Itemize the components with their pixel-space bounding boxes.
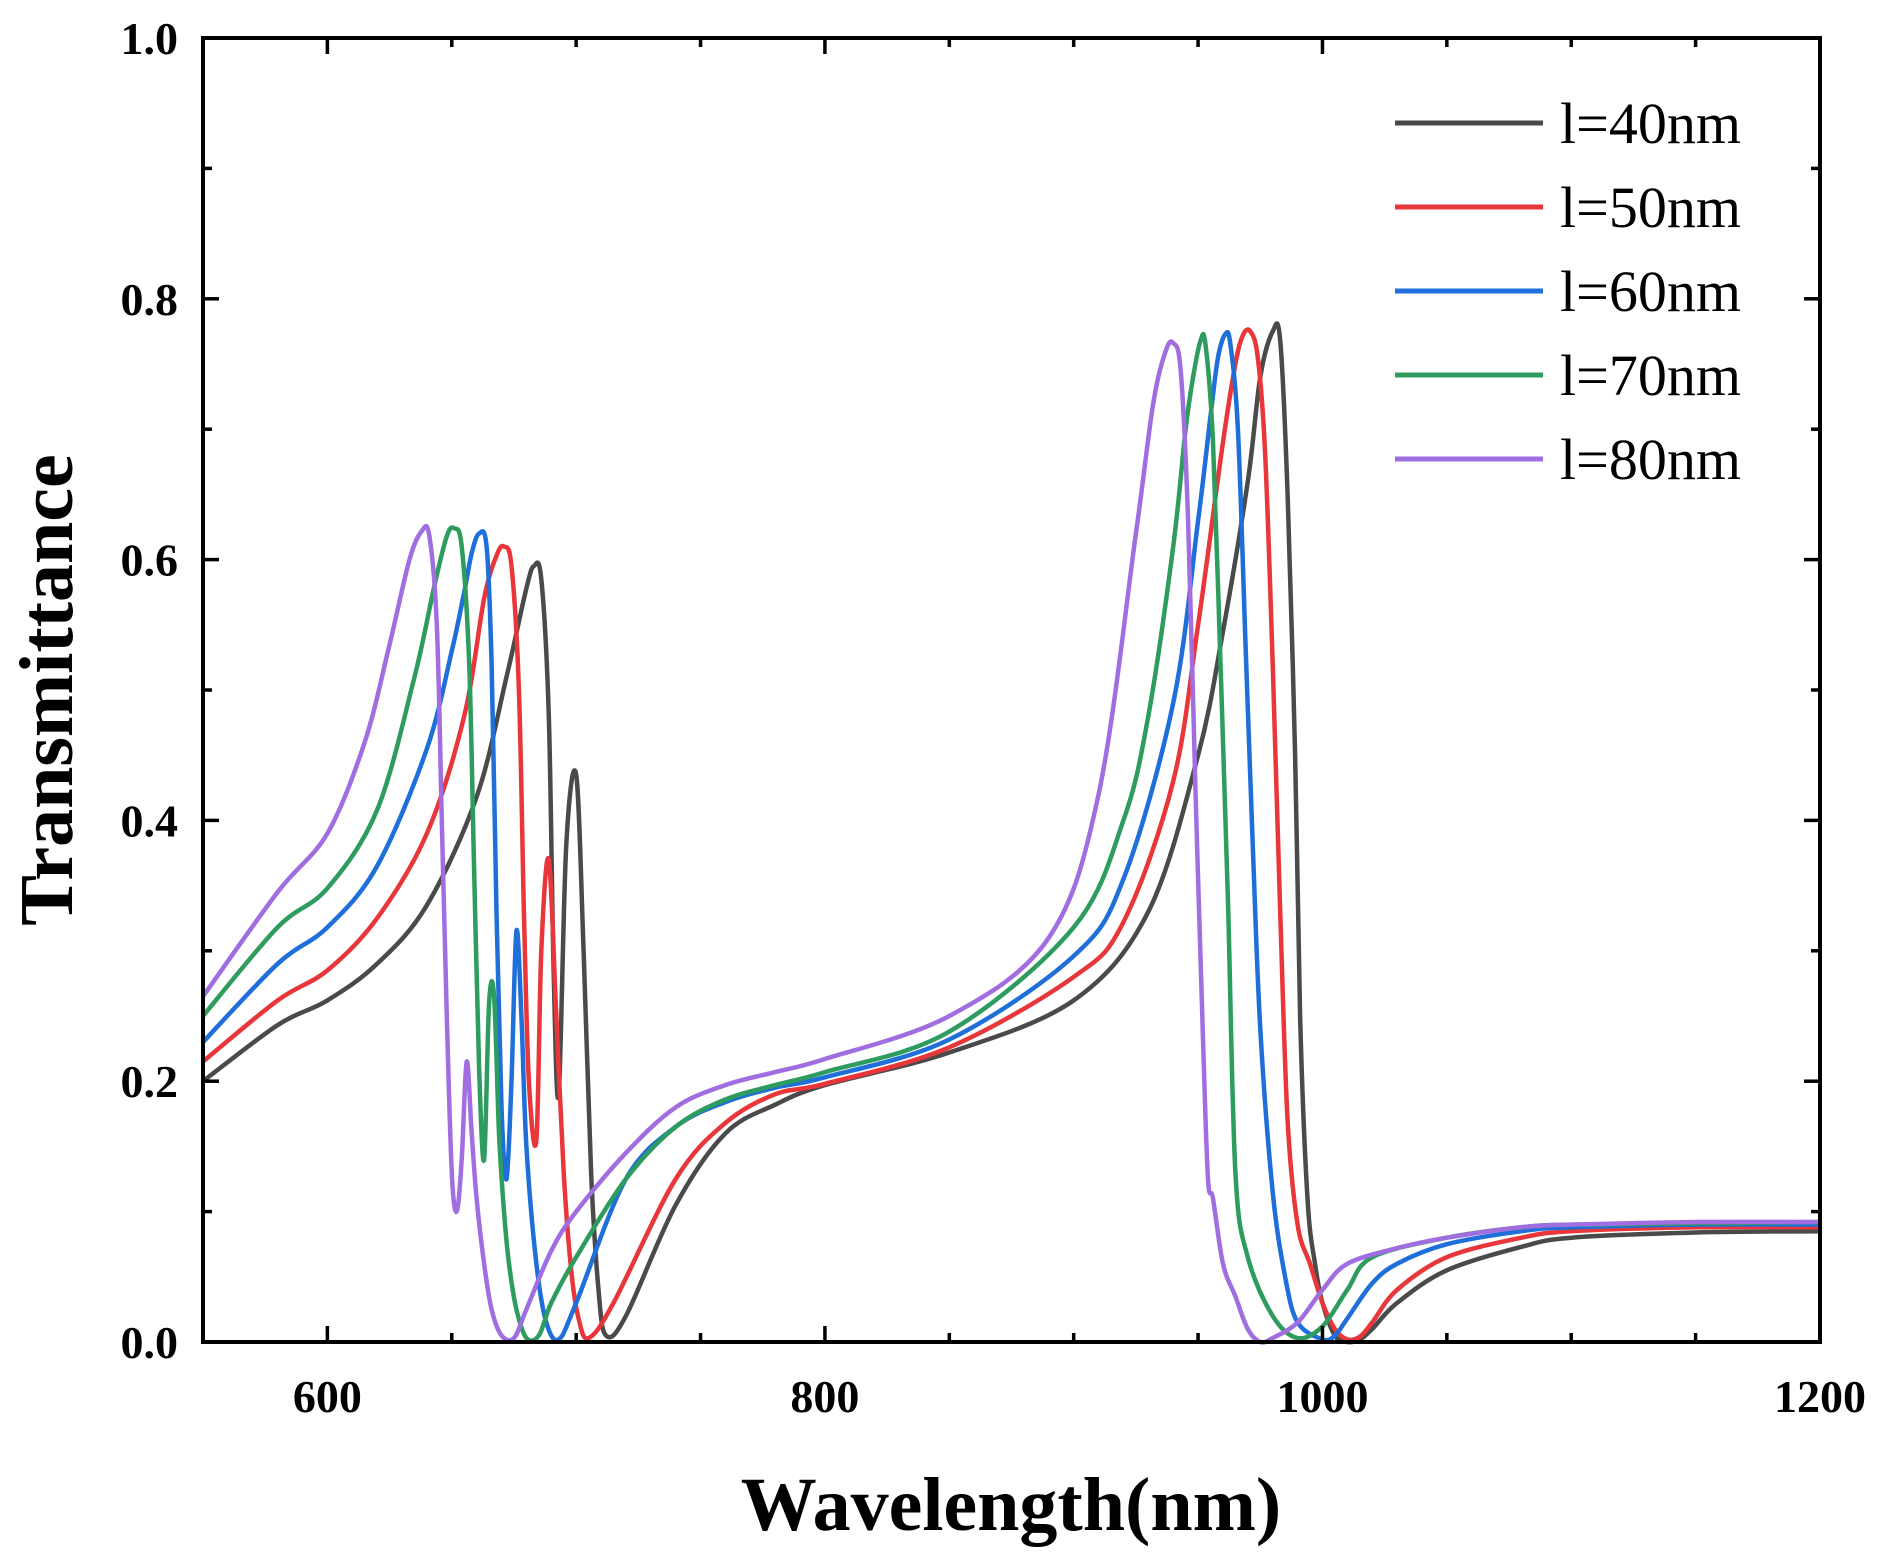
legend-label: l=40nm [1560, 91, 1741, 156]
y-tick-label: 0.6 [121, 535, 179, 586]
y-tick-label: 0.8 [121, 274, 179, 325]
y-axis-title: Transmittance [5, 454, 89, 925]
y-tick-label: 0.0 [121, 1317, 179, 1368]
series-line-l=50nm [201, 327, 1821, 1343]
legend-label: l=70nm [1560, 343, 1741, 408]
x-axis-title: Wavelength(nm) [741, 1463, 1281, 1547]
y-tick-labels: 0.0 0.2 0.4 0.6 0.8 1.0 [121, 13, 179, 1368]
y-tick-label: 0.4 [121, 795, 179, 846]
x-tick-label: 1000 [1276, 1371, 1368, 1422]
legend-label: l=60nm [1560, 259, 1741, 324]
legend-label: l=50nm [1560, 175, 1741, 240]
series-line-l=40nm [201, 321, 1821, 1345]
series-line-l=60nm [201, 329, 1821, 1343]
legend: l=40nm l=50nm l=60nm l=70nm l=80nm [1395, 91, 1741, 492]
x-tick-label: 1200 [1774, 1371, 1866, 1422]
x-tick-label: 800 [790, 1371, 859, 1422]
legend-label: l=80nm [1560, 427, 1741, 492]
ticks-layer [203, 36, 1822, 1344]
y-tick-label: 1.0 [121, 13, 179, 64]
y-tick-label: 0.2 [121, 1056, 179, 1107]
series-layer [201, 321, 1821, 1345]
x-tick-labels: 600 800 1000 1200 [293, 1371, 1866, 1422]
series-line-l=70nm [201, 331, 1821, 1343]
x-tick-label: 600 [293, 1371, 362, 1422]
